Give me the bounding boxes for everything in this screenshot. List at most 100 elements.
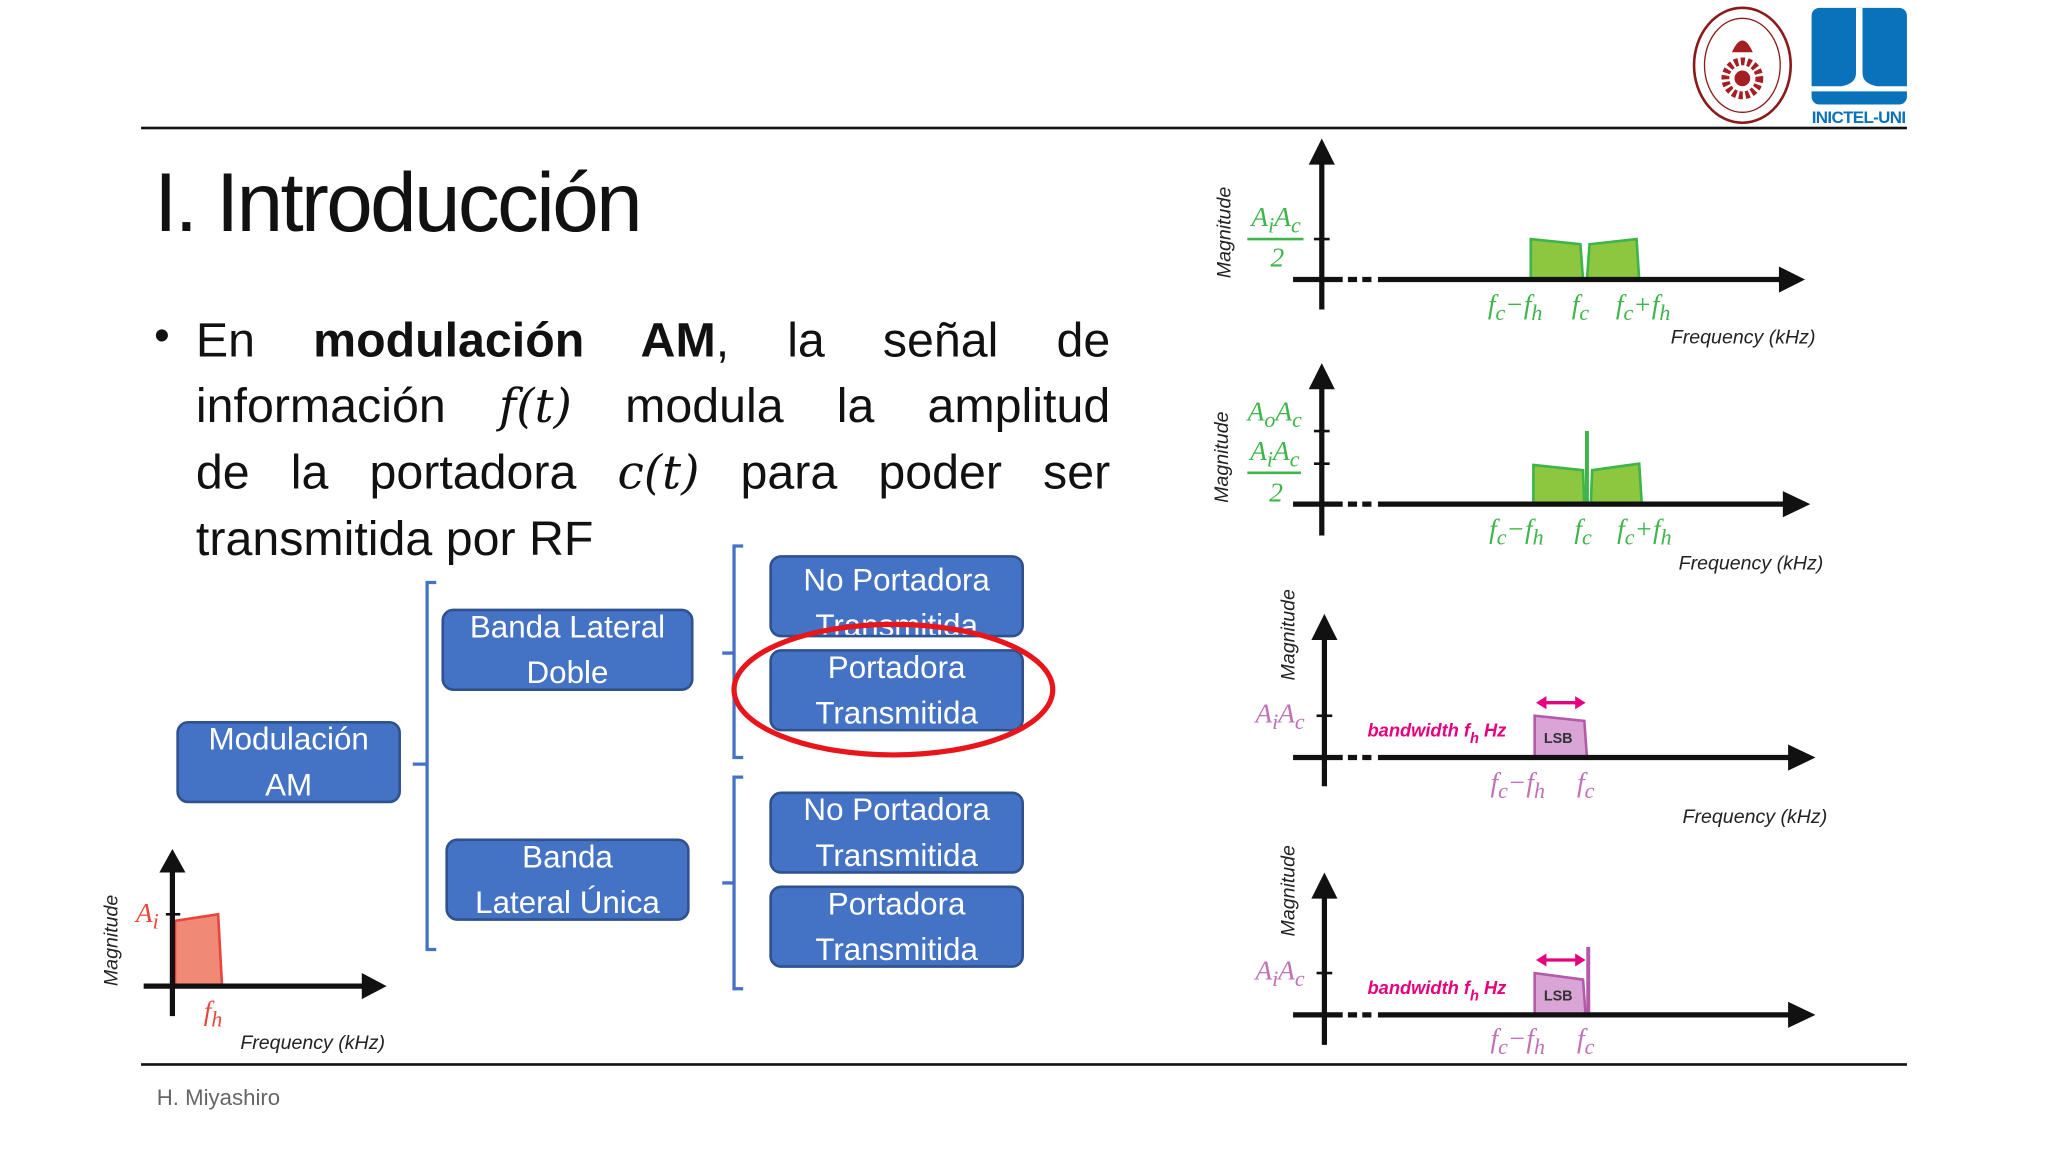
box-banda-lateral-unica: Banda Lateral Única xyxy=(445,838,690,921)
bullet-line: transmitida por RF xyxy=(196,507,1110,572)
box-label: Lateral Única xyxy=(475,884,660,921)
amp-numerator: Ai​Ac​ xyxy=(1249,202,1301,238)
y-axis-label: Magnitude xyxy=(1277,845,1299,937)
footer-rule xyxy=(141,1063,1907,1066)
tick-label: fh​ xyxy=(204,996,223,1032)
bullet-line: En modulación AM, la señal de xyxy=(196,308,1110,373)
y-axis-arrow xyxy=(1308,138,1335,165)
x-axis-label: Frequency (kHz) xyxy=(1683,806,1828,828)
y-axis-label: Magnitude xyxy=(1211,411,1233,503)
bracket-root xyxy=(412,580,437,952)
x-axis-label: Frequency (kHz) xyxy=(240,1032,385,1054)
box-label: Modulación AM xyxy=(208,721,369,803)
box-label: Transmitida xyxy=(815,695,978,731)
x-axis-arrow xyxy=(1782,491,1811,518)
x-axis-label: Frequency (kHz) xyxy=(1671,327,1816,349)
box-dsb-portadora: Portadora Transmitida xyxy=(769,649,1024,732)
tick-label: fc​ xyxy=(1577,768,1595,804)
amp-label: Ai​Ac​ xyxy=(1253,956,1305,992)
bullet-line: de la portadora c(t) para poder ser xyxy=(196,440,1110,507)
tick-label: fc​ xyxy=(1574,514,1592,550)
bandwidth-arrow-right xyxy=(1575,953,1586,967)
text: para poder ser xyxy=(699,445,1111,499)
box-label: Portadora xyxy=(827,649,966,686)
bracket-ssb xyxy=(722,775,744,991)
x-axis-arrow xyxy=(1788,1001,1816,1028)
upper-sideband xyxy=(1585,237,1641,281)
bold-term: modulación AM xyxy=(313,313,716,368)
box-label: Transmitida xyxy=(815,837,978,874)
inictel-logo-text: INICTEL-UNI xyxy=(1812,108,1906,127)
bandwidth-label: bandwidth fh​ Hz xyxy=(1368,977,1508,1005)
chart-ssb-tc: Magnitude LSB Ai​Ac​ bandwidth fh​ Hz fc… xyxy=(1253,845,1816,1060)
lower-sideband xyxy=(1532,463,1586,506)
box-label: Banda xyxy=(522,839,613,875)
tick-label: fc​−fh​ xyxy=(1490,768,1544,804)
y-axis-arrow xyxy=(159,848,186,873)
box-label: Doble xyxy=(526,655,609,691)
lsb-label: LSB xyxy=(1544,988,1573,1004)
lower-sideband xyxy=(1529,237,1585,281)
inictel-logo: INICTEL-UNI xyxy=(1811,7,1907,127)
bandwidth-arrow-right xyxy=(1575,696,1586,710)
text: de la portadora xyxy=(195,445,618,499)
chart-ssb-sc: Magnitude LSB Ai​Ac​ bandwidth fh​ Hz fc… xyxy=(1253,589,1827,828)
tick-label: fc​+fh​ xyxy=(1617,514,1671,550)
slide-title: I. Introducción xyxy=(154,155,642,250)
text: información xyxy=(195,378,499,433)
amp-denominator: 2 xyxy=(1271,242,1285,272)
box-ssb-no-portadora: No Portadora Transmitida xyxy=(769,791,1024,874)
bandwidth-arrow-left xyxy=(1535,953,1547,967)
x-axis-arrow xyxy=(361,973,387,1000)
bullet-line: información f(t) modula la amplitud xyxy=(196,374,1110,441)
tick-label: fc​−fh​ xyxy=(1489,514,1543,550)
text: , la señal de xyxy=(715,313,1111,368)
chart-dsb-sc: Magnitude Ai​Ac​ 2 fc​−fh​ fc​ fc​+fh​ F… xyxy=(1213,138,1816,349)
tick-label: fc​−fh​ xyxy=(1488,289,1542,325)
amp-label: Ai​ xyxy=(134,898,159,934)
message-band xyxy=(173,912,224,988)
box-label: Portadora xyxy=(827,886,966,922)
math-c-of-t: c(t) xyxy=(617,446,700,501)
text: transmitida por RF xyxy=(195,511,594,566)
bracket-dsb xyxy=(722,544,744,760)
footer-author: H. Miyashiro xyxy=(156,1085,281,1111)
box-ssb-portadora: Portadora Transmitida xyxy=(769,885,1024,968)
box-banda-lateral-doble: Banda Lateral Doble xyxy=(441,608,694,691)
bandwidth-label: bandwidth fh​ Hz xyxy=(1368,720,1508,748)
tick-label: fc​ xyxy=(1572,289,1590,325)
tick-label: fc​+fh​ xyxy=(1616,289,1670,325)
tick-label: fc​−fh​ xyxy=(1490,1024,1544,1060)
box-label: No Portadora xyxy=(803,792,990,828)
amp-denominator: 2 xyxy=(1269,478,1283,508)
bullet-text: En modulación AM, la señal de informació… xyxy=(196,308,1110,572)
upper-sideband xyxy=(1589,462,1644,506)
math-f-of-t: f(t) xyxy=(498,380,572,434)
x-axis-arrow xyxy=(1778,266,1806,293)
y-axis-arrow xyxy=(1311,872,1338,899)
text: En xyxy=(195,313,314,368)
y-axis-arrow xyxy=(1308,363,1335,390)
uni-seal-logo xyxy=(1692,6,1792,125)
y-axis-label: Magnitude xyxy=(1213,187,1235,279)
box-modulacion-am: Modulación AM xyxy=(176,720,401,804)
chart-message-spectrum: Magnitude Ai​ fh​ Frequency (kHz) xyxy=(101,848,387,1054)
bandwidth-arrow-left xyxy=(1535,696,1547,710)
y-axis-arrow xyxy=(1311,613,1338,640)
tick-label: fc​ xyxy=(1577,1024,1595,1060)
highlight-ellipse xyxy=(731,621,1056,758)
header-rule xyxy=(141,126,1907,130)
carrier-amp-label: Ao​Ac​ xyxy=(1246,397,1302,433)
lsb-label: LSB xyxy=(1544,731,1573,747)
y-axis-label: Magnitude xyxy=(101,895,123,987)
amp-label: Ai​Ac​ xyxy=(1253,698,1305,734)
x-axis-label: Frequency (kHz) xyxy=(1679,552,1824,574)
box-label: No Portadora xyxy=(803,562,990,599)
amp-numerator: Ai​Ac​ xyxy=(1248,436,1300,472)
y-axis-label: Magnitude xyxy=(1277,589,1299,681)
chart-dsb-tc: Magnitude Ao​Ac​ Ai​Ac​ 2 fc​−fh​ fc​ fc… xyxy=(1211,363,1824,574)
x-axis-arrow xyxy=(1788,744,1816,771)
box-label: Banda Lateral xyxy=(469,609,666,645)
